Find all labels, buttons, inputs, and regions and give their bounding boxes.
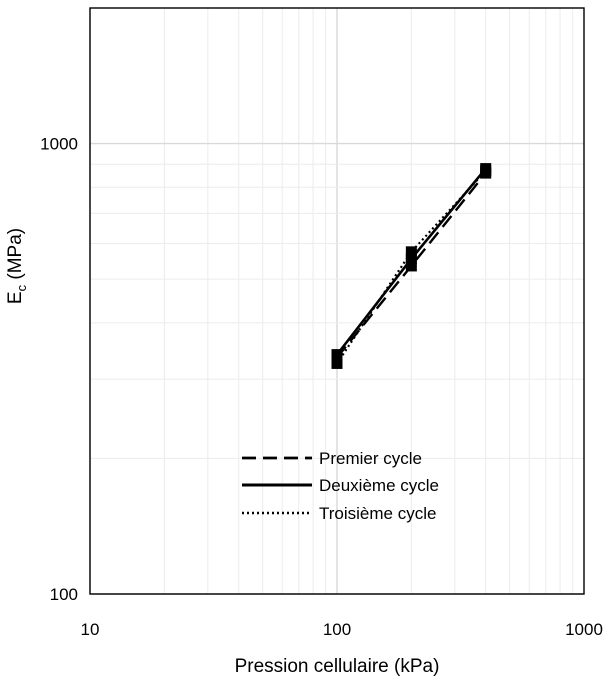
series-point [405,253,417,265]
plot-border [89,7,585,595]
series-point [405,246,417,258]
series-layer [331,163,492,369]
series-point [480,165,492,177]
y-tick-label: 1000 [40,135,78,154]
legend-item: Deuxième cycle [242,476,439,495]
x-tick-label: 10 [81,620,100,639]
y-axis-title-suffix: (MPa) [5,228,26,285]
legend: Premier cycle Deuxième cycle Troisième cyc… [242,449,439,523]
legend-item: Troisième cycle [242,504,436,523]
x-tick-label: 100 [323,620,351,639]
series-3 [331,165,492,369]
y-tick-label: 100 [50,585,78,604]
legend-item: Premier cycle [242,449,422,468]
legend-label: Troisième cycle [319,504,436,523]
plot-frame [89,7,585,595]
legend-label: Deuxième cycle [319,476,439,495]
y-axis-title-subscript: c [14,284,29,291]
series-point [405,260,417,272]
y-axis-title-main: E [5,291,26,304]
x-tick-label: 1000 [565,620,603,639]
legend-label: Premier cycle [319,449,422,468]
y-axis-title: Ec (MPa) [5,228,29,304]
series-point [331,357,343,369]
x-axis-title: Pression cellulaire (kPa) [235,656,440,677]
series-point [331,349,343,361]
